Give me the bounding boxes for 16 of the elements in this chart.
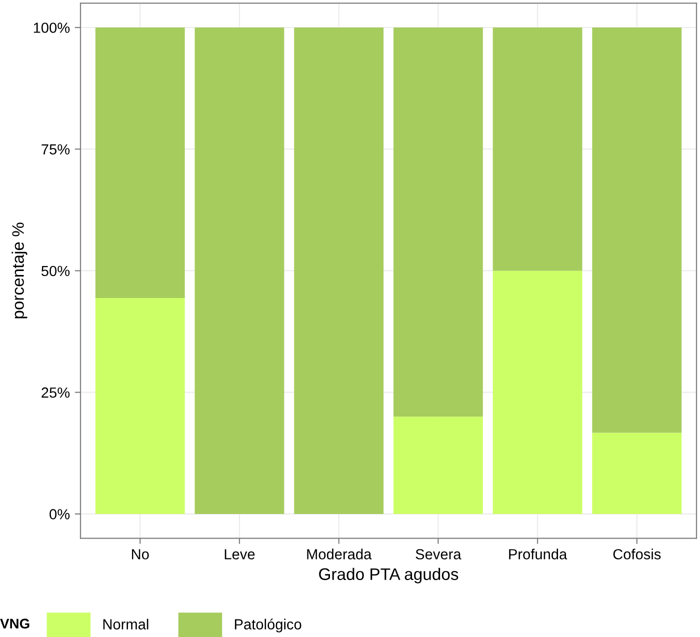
- y-tick-label: 25%: [42, 387, 70, 398]
- legend-label: Normal: [103, 618, 148, 630]
- legend-label: Patológico: [234, 618, 302, 632]
- y-axis-title: porcentaje %: [12, 222, 28, 318]
- x-tick-label: No: [132, 549, 149, 560]
- x-tick-label: Leve: [224, 549, 255, 560]
- x-axis-title: Grado PTA agudos: [319, 568, 458, 584]
- x-tick-label: Profunda: [509, 548, 568, 560]
- x-tick-label: Severa: [416, 549, 462, 560]
- y-tick-label: 50%: [41, 266, 70, 276]
- y-tick-label: 100%: [34, 22, 70, 33]
- legend-title: VNG: [0, 618, 30, 629]
- y-tick-label: 75%: [42, 144, 70, 155]
- y-tick-label: 0%: [50, 509, 70, 520]
- x-tick-label: Moderada: [307, 548, 372, 560]
- x-tick-label: Cofosis: [613, 548, 661, 560]
